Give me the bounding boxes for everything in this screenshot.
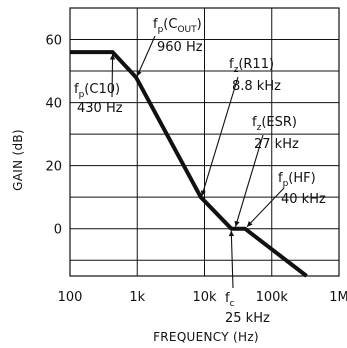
annotation-arrowhead-r11 [200, 190, 206, 197]
annotation-value-c10: 430 Hz [77, 101, 123, 116]
x-tick-label: 1k [129, 290, 145, 305]
annotation-value-hf: 40 kHz [281, 192, 326, 207]
annotation-value-r11: 8.8 kHz [232, 79, 281, 94]
y-tick-label: 60 [45, 34, 62, 49]
plot-frame [69, 7, 340, 277]
annotation-value-fc: 25 kHz [225, 311, 270, 326]
annotation-arrowhead-fc [228, 230, 235, 237]
annotation-leader-hf [246, 187, 285, 228]
x-tick-label: 100k [256, 290, 289, 305]
ticks: 100 1k 10k 100k 1M 0 20 40 60 [45, 34, 347, 305]
x-axis-label: FREQUENCY (Hz) [153, 330, 259, 344]
x-tick-label: 10k [192, 290, 217, 305]
y-tick-label: 20 [45, 160, 62, 175]
annotation-label-hf: fp(HF) [278, 171, 316, 189]
y-axis-label: GAIN (dB) [11, 129, 25, 191]
annotation-arrowhead-c10 [109, 54, 116, 60]
annotation-leader-cout [136, 35, 156, 77]
annotations: fp(C10)430 Hz fp(COUT) 960 Hz fz(R11) 8.8 kH… [74, 17, 326, 326]
annotation-leader-fc [230, 230, 234, 289]
annotation-arrowhead-cout [136, 70, 142, 77]
x-tick-label: 100 [58, 290, 83, 305]
annotation-label-fc: fc [225, 291, 235, 309]
annotation-label-c10: fp(C10) [74, 82, 120, 100]
annotation-label-cout: fp(COUT) [153, 17, 202, 35]
x-tick-label: 1M [329, 290, 347, 305]
annotation-leader-r11 [201, 76, 239, 197]
annotation-arrowhead-hf [246, 220, 253, 227]
annotation-value-esr: 27 kHz [254, 137, 299, 152]
annotation-leader-c10 [111, 54, 114, 98]
gain-curve [70, 50, 308, 278]
annotation-leader-esr [234, 134, 264, 227]
annotation-arrowhead-esr [234, 220, 240, 227]
annotation-value-cout: 960 Hz [157, 40, 203, 55]
y-tick-label: 0 [54, 223, 62, 238]
annotation-label-r11: fz(R11) [229, 57, 274, 75]
annotation-label-esr: fz(ESR) [252, 115, 297, 133]
annotation-leaders [109, 35, 285, 289]
y-tick-label: 40 [45, 97, 62, 112]
